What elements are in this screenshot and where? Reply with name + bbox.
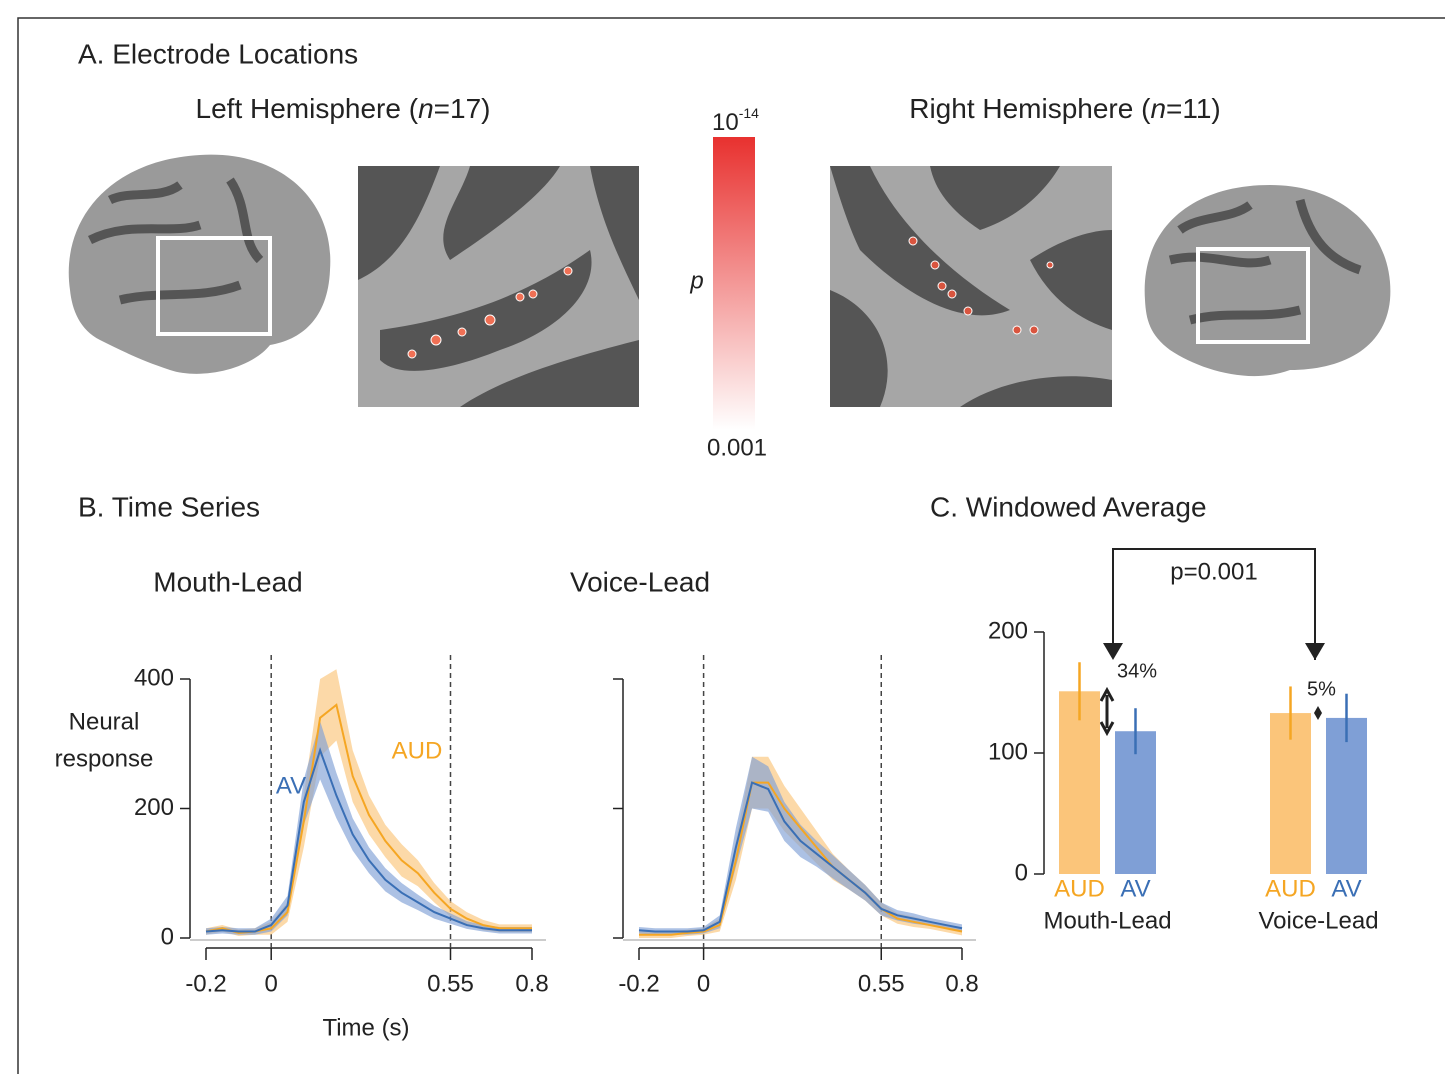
x-tick-label: -0.2 — [618, 970, 659, 997]
bar — [1270, 713, 1311, 874]
bar-label: AUD — [1265, 875, 1316, 902]
bar — [1326, 717, 1367, 874]
y-tick-label: 200 — [988, 617, 1028, 644]
zoom-right — [830, 166, 1112, 407]
chart-title: Voice-Lead — [570, 566, 710, 597]
line — [205, 747, 532, 933]
x-tick-label: 0.8 — [515, 970, 548, 997]
hemisphere-title: Left Hemisphere (n=17) — [196, 93, 491, 124]
colorbar — [713, 137, 755, 430]
line — [639, 781, 963, 936]
difference-arrow — [1314, 706, 1322, 720]
bar-label: AV — [1331, 875, 1361, 902]
line — [205, 703, 532, 934]
brain-right — [1144, 185, 1391, 377]
y-tick-label: 200 — [134, 794, 174, 821]
line — [638, 781, 963, 933]
panel-title: A. Electrode Locations — [78, 38, 358, 69]
y-axis-label: response — [55, 745, 154, 772]
x-tick-label: Mouth-Lead — [1043, 907, 1171, 934]
chart-title: Mouth-Lead — [153, 566, 302, 597]
y-tick-label: 0 — [1015, 859, 1028, 886]
x-tick-label: 0 — [697, 970, 710, 997]
y-axis-label: Neural — [69, 708, 140, 735]
zoom-left — [358, 166, 639, 407]
y-tick-label: 400 — [134, 664, 174, 691]
panel-title: B. Time Series — [78, 491, 260, 522]
arrowhead — [1103, 643, 1325, 660]
brain-left — [68, 154, 331, 374]
y-tick-label: 100 — [988, 738, 1028, 765]
bar-label: AV — [1120, 875, 1150, 902]
hemisphere-title: Right Hemisphere (n=11) — [909, 93, 1221, 124]
series-label: AV — [276, 772, 306, 799]
x-tick-label: 0 — [265, 970, 278, 997]
y-tick-label: 0 — [161, 923, 174, 950]
colorbar-min: 0.001 — [707, 434, 767, 461]
x-tick-label: 0.55 — [858, 970, 905, 997]
comparison-label: p=0.001 — [1170, 558, 1257, 585]
bar — [1115, 731, 1156, 874]
x-tick-label: -0.2 — [185, 970, 226, 997]
colorbar-label: p — [689, 267, 703, 294]
frame — [17, 17, 1445, 1074]
bar-label: AUD — [1054, 875, 1105, 902]
x-tick-label: 0.8 — [945, 970, 978, 997]
x-axis-label: Time (s) — [322, 1014, 409, 1041]
difference-arrow — [1099, 686, 1115, 737]
annotation: 34% — [1117, 660, 1157, 682]
panel-title: C. Windowed Average — [930, 491, 1207, 522]
x-tick-label: 0.55 — [427, 970, 474, 997]
bar — [1059, 691, 1100, 874]
series-label: AUD — [392, 737, 443, 764]
error-band — [206, 669, 532, 937]
x-tick-label: Voice-Lead — [1258, 907, 1378, 934]
error-band — [639, 756, 962, 935]
annotation: 5% — [1307, 678, 1336, 700]
comparison-bracket — [1112, 548, 1316, 660]
colorbar-max: 10-14 — [712, 105, 759, 137]
